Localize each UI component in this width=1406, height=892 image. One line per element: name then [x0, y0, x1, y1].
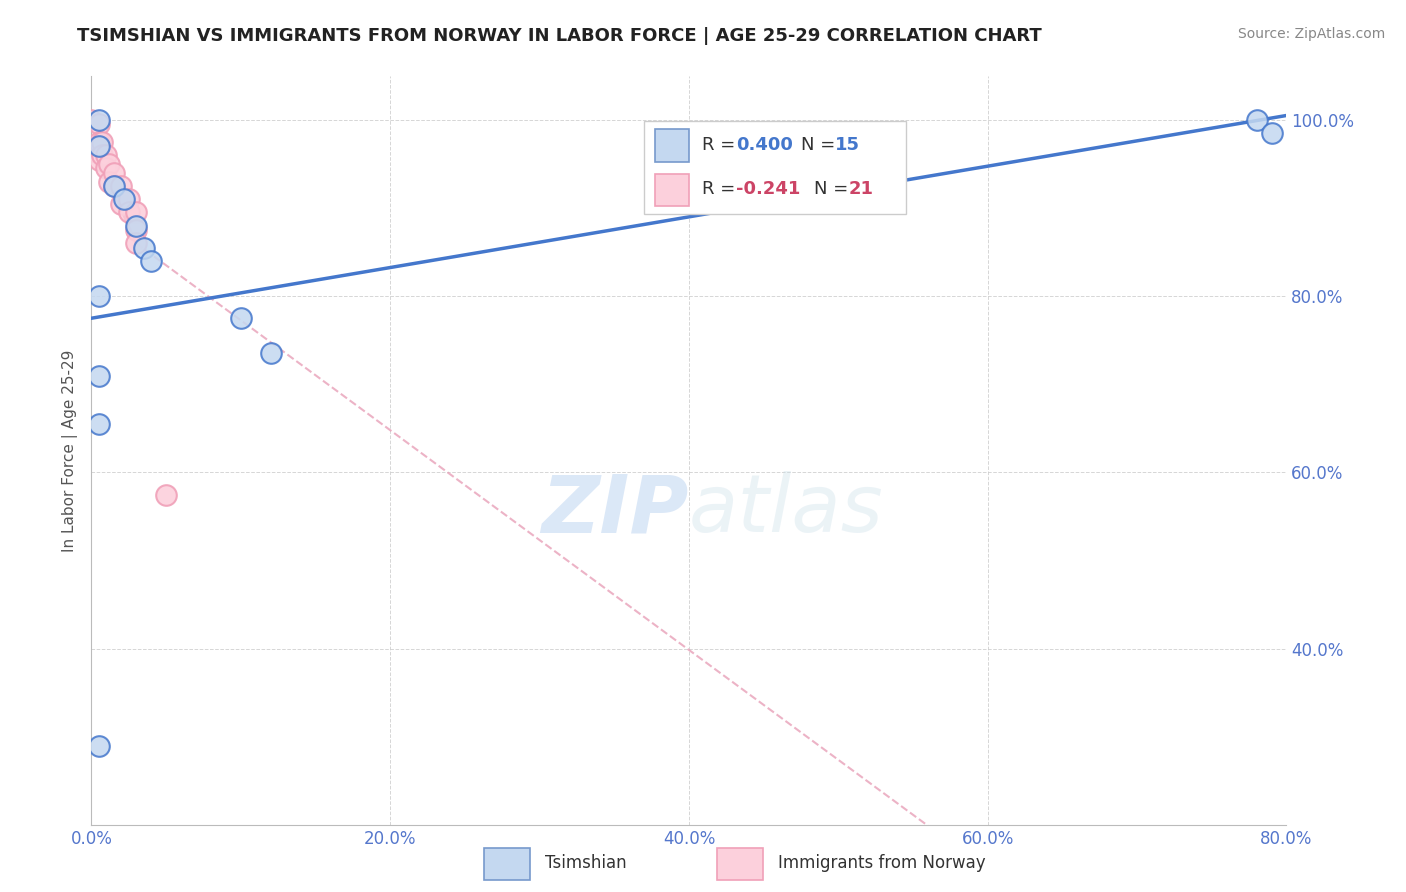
Text: Source: ZipAtlas.com: Source: ZipAtlas.com — [1237, 27, 1385, 41]
Point — [87, 112, 110, 127]
Text: N =: N = — [801, 136, 841, 154]
Point — [98, 175, 121, 189]
Point — [125, 205, 148, 219]
Text: 15: 15 — [835, 136, 860, 154]
Point — [96, 148, 118, 162]
Point — [132, 241, 155, 255]
Point — [96, 161, 118, 176]
Y-axis label: In Labor Force | Age 25-29: In Labor Force | Age 25-29 — [62, 350, 77, 551]
Text: ZIP: ZIP — [541, 471, 689, 549]
FancyBboxPatch shape — [717, 848, 762, 880]
Point — [110, 196, 132, 211]
Point — [141, 254, 163, 268]
Point — [90, 148, 112, 162]
Point — [259, 346, 281, 360]
Point — [155, 487, 177, 501]
Text: R =: R = — [702, 136, 741, 154]
Text: 21: 21 — [848, 180, 873, 198]
Text: TSIMSHIAN VS IMMIGRANTS FROM NORWAY IN LABOR FORCE | AGE 25-29 CORRELATION CHART: TSIMSHIAN VS IMMIGRANTS FROM NORWAY IN L… — [77, 27, 1042, 45]
Point — [90, 135, 112, 149]
FancyBboxPatch shape — [484, 848, 530, 880]
Point — [87, 289, 110, 303]
Point — [110, 179, 132, 194]
Text: R =: R = — [702, 180, 741, 198]
Point — [87, 417, 110, 431]
Text: 0.400: 0.400 — [735, 136, 793, 154]
Point — [1246, 112, 1268, 127]
Point — [125, 223, 148, 237]
Point — [125, 219, 148, 233]
Point — [103, 179, 125, 194]
Point — [1260, 126, 1282, 140]
Point — [87, 739, 110, 753]
Point — [125, 236, 148, 251]
Point — [229, 311, 252, 326]
Point — [87, 135, 110, 149]
Point — [118, 205, 141, 219]
Point — [80, 112, 103, 127]
Point — [87, 153, 110, 167]
Point — [118, 192, 141, 206]
Text: N =: N = — [814, 180, 855, 198]
Point — [98, 157, 121, 171]
Text: -0.241: -0.241 — [735, 180, 800, 198]
Point — [87, 368, 110, 383]
FancyBboxPatch shape — [644, 120, 905, 213]
Point — [87, 117, 110, 131]
Point — [103, 166, 125, 180]
FancyBboxPatch shape — [655, 129, 689, 161]
Text: Immigrants from Norway: Immigrants from Norway — [778, 854, 986, 872]
Point — [103, 179, 125, 194]
Point — [112, 192, 135, 206]
Text: atlas: atlas — [689, 471, 884, 549]
FancyBboxPatch shape — [655, 174, 689, 206]
Text: Tsimshian: Tsimshian — [546, 854, 627, 872]
Point — [87, 139, 110, 153]
Point — [80, 144, 103, 158]
